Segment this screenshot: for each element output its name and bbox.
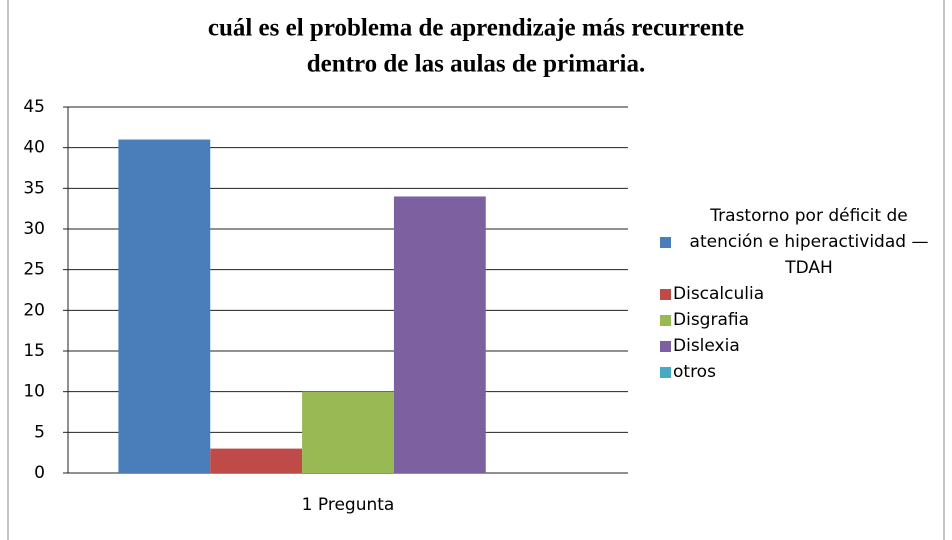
legend-item: Disgrafia bbox=[660, 307, 945, 333]
legend: Trastorno por déficit de atención e hipe… bbox=[660, 203, 945, 385]
legend-item: Dislexia bbox=[660, 333, 945, 359]
x-tick-label: 1 Pregunta bbox=[302, 495, 395, 515]
legend-swatch bbox=[660, 366, 671, 378]
y-tick-label: 0 bbox=[34, 463, 45, 483]
chart-title: cuál es el problema de aprendizaje más r… bbox=[208, 15, 744, 42]
legend-swatch bbox=[660, 314, 671, 326]
legend-item: Discalculia bbox=[660, 281, 945, 307]
y-tick-label: 5 bbox=[34, 422, 45, 442]
legend-label: Disgrafia bbox=[673, 310, 749, 330]
chart-frame bbox=[7, 0, 945, 540]
y-tick-label: 35 bbox=[23, 178, 45, 198]
y-tick-label: 25 bbox=[23, 260, 45, 280]
legend-label: otros bbox=[673, 362, 716, 382]
legend-label: Dislexia bbox=[673, 336, 740, 356]
y-tick-label: 10 bbox=[23, 382, 45, 402]
legend-swatch bbox=[660, 340, 671, 352]
bar bbox=[302, 391, 394, 473]
chart-title: dentro de las aulas de primaria. bbox=[307, 51, 645, 78]
legend-swatch bbox=[660, 288, 671, 300]
legend-swatch bbox=[660, 236, 671, 248]
y-tick-label: 45 bbox=[23, 97, 45, 117]
legend-item: otros bbox=[660, 359, 945, 385]
bar bbox=[210, 448, 303, 473]
legend-label: Discalculia bbox=[673, 284, 765, 304]
legend-label: Trastorno por déficit de atención e hipe… bbox=[689, 206, 929, 278]
y-tick-label: 20 bbox=[23, 300, 45, 320]
y-tick-label: 15 bbox=[23, 341, 45, 361]
y-tick-label: 40 bbox=[23, 138, 45, 158]
bar bbox=[118, 139, 211, 474]
y-tick-label: 30 bbox=[23, 219, 45, 239]
legend-item: Trastorno por déficit de atención e hipe… bbox=[660, 203, 945, 281]
bar bbox=[393, 196, 486, 473]
